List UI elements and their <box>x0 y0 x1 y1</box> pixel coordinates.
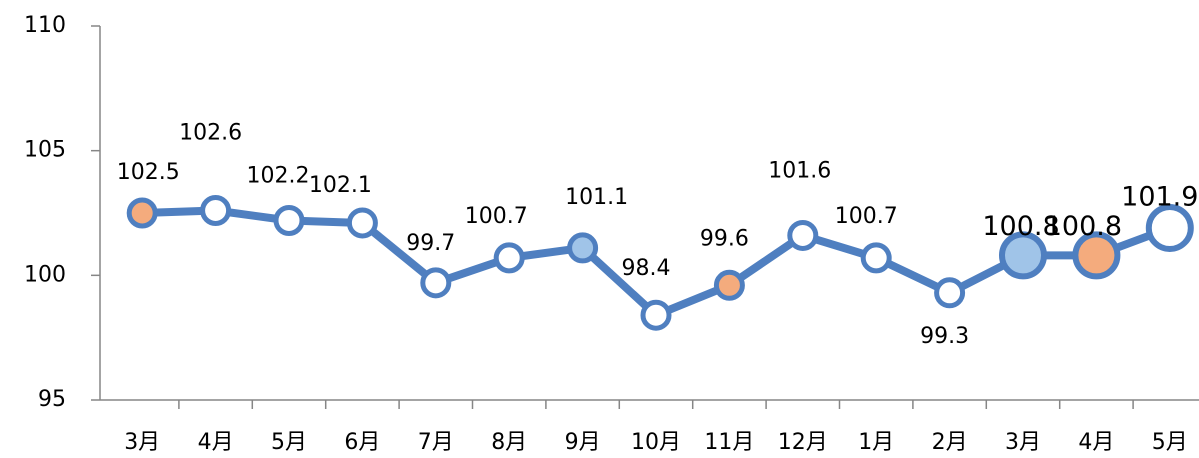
x-tick-label: 1月 <box>858 430 894 455</box>
x-tick-label: 9月 <box>565 430 601 455</box>
marker <box>640 299 672 331</box>
data-label: 100.8 <box>982 211 1059 242</box>
data-label: 101.1 <box>565 185 628 210</box>
data-label: 101.6 <box>768 158 831 183</box>
marker <box>273 204 305 236</box>
marker <box>999 231 1047 280</box>
x-tick-label: 3月 <box>1005 430 1041 455</box>
data-label: 102.6 <box>179 121 242 146</box>
marker <box>787 219 819 251</box>
data-label: 101.9 <box>1121 181 1198 212</box>
y-tick-label: 110 <box>24 13 66 38</box>
data-label: 99.7 <box>406 231 455 256</box>
y-tick-label: 100 <box>24 262 66 287</box>
x-tick-label: 3月 <box>124 430 160 455</box>
data-label: 102.5 <box>117 160 180 185</box>
data-label: 102.1 <box>309 173 372 198</box>
x-tick-label: 11月 <box>704 430 754 455</box>
marker <box>1072 231 1121 280</box>
x-tick-label: 2月 <box>932 430 968 455</box>
marker <box>420 267 452 299</box>
marker <box>567 232 599 264</box>
marker <box>493 242 525 274</box>
x-tick-label: 7月 <box>418 430 454 455</box>
marker <box>860 242 892 274</box>
x-tick-label: 5月 <box>1152 430 1188 455</box>
y-tick-label: 95 <box>38 387 66 412</box>
x-tick-label: 12月 <box>778 430 828 455</box>
marker <box>1145 203 1194 252</box>
data-label: 98.4 <box>622 256 671 281</box>
data-label: 99.3 <box>920 324 969 349</box>
x-tick-label: 10月 <box>631 430 681 455</box>
x-tick-label: 4月 <box>1078 430 1114 455</box>
x-tick-label: 6月 <box>344 430 380 455</box>
data-label: 99.6 <box>700 226 749 251</box>
marker <box>346 207 378 239</box>
x-tick-label: 5月 <box>271 430 307 455</box>
data-label: 102.2 <box>247 163 310 188</box>
x-tick-label: 4月 <box>198 430 234 455</box>
marker <box>934 277 966 309</box>
data-label: 100.8 <box>1045 211 1122 242</box>
y-tick-label: 105 <box>24 138 66 163</box>
x-tick-label: 8月 <box>491 430 527 455</box>
marker <box>126 197 158 229</box>
marker <box>200 195 232 227</box>
data-label: 100.7 <box>835 204 898 229</box>
marker <box>713 269 745 301</box>
data-label: 100.7 <box>465 204 528 229</box>
